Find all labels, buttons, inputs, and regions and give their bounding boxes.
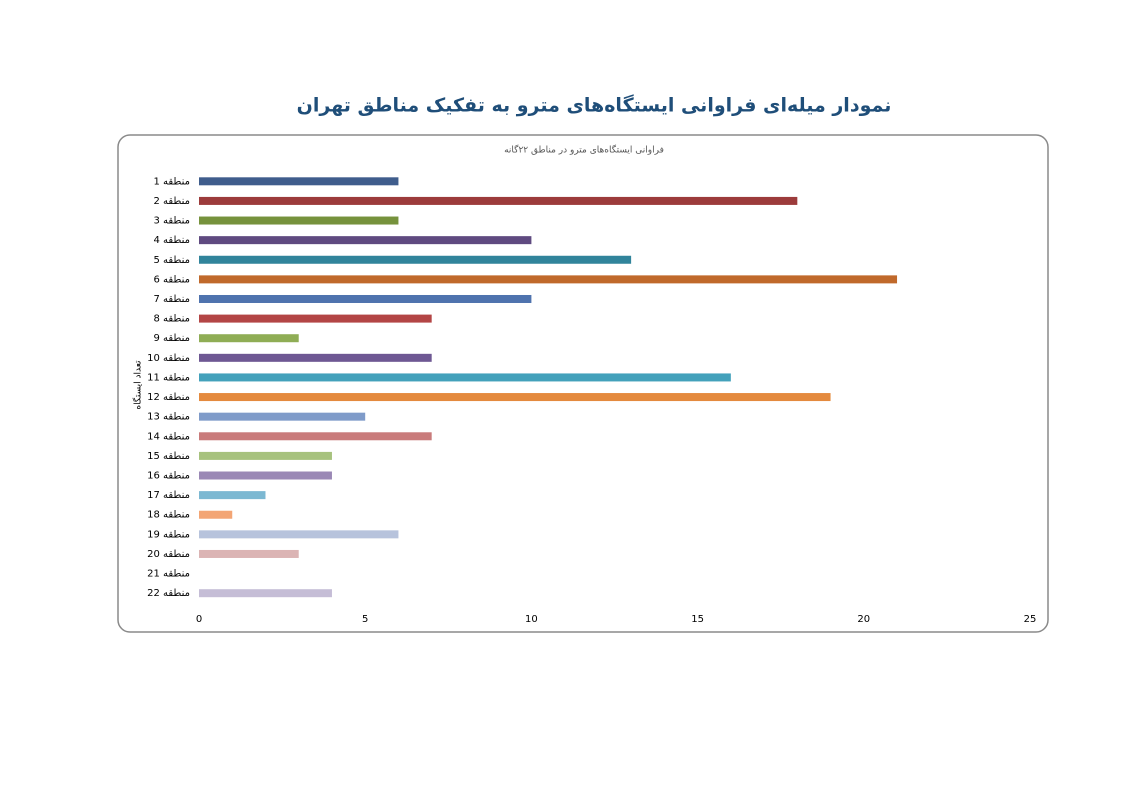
bar	[199, 510, 233, 519]
y-tick-label: منطقه 10	[147, 353, 190, 364]
y-tick-label: منطقه 8	[153, 314, 190, 325]
bar	[199, 471, 332, 480]
bar	[199, 353, 432, 362]
x-tick-label: 20	[857, 614, 870, 625]
bar	[199, 373, 731, 382]
bar	[199, 334, 299, 343]
bar	[199, 216, 399, 225]
x-tick-label: 0	[196, 614, 202, 625]
y-tick-label: منطقه 9	[153, 333, 190, 344]
y-tick-label: منطقه 15	[147, 451, 190, 462]
bar	[199, 432, 432, 441]
y-tick-label: منطقه 21	[147, 569, 190, 580]
y-tick-label: منطقه 1	[153, 176, 190, 187]
y-tick-label: منطقه 19	[147, 529, 190, 540]
y-tick-label: منطقه 11	[147, 372, 190, 383]
y-tick-label: منطقه 17	[147, 490, 190, 501]
bar	[199, 314, 432, 323]
y-tick-label: منطقه 5	[153, 255, 190, 266]
y-tick-label: منطقه 16	[147, 471, 190, 482]
chart-title: نمودار میله‌ای فراوانی ایستگاه‌های مترو …	[297, 94, 892, 117]
y-tick-label: منطقه 2	[153, 196, 190, 207]
bar	[199, 530, 399, 539]
chart-subtitle: فراوانی ایستگاه‌های مترو در مناطق ۲۲گانه	[504, 144, 664, 156]
y-tick-label: منطقه 6	[153, 274, 190, 285]
bar	[199, 196, 798, 205]
bar	[199, 294, 532, 303]
bar	[199, 236, 532, 245]
bar	[199, 451, 332, 460]
bar	[199, 589, 332, 598]
y-tick-label: منطقه 3	[153, 216, 190, 227]
y-tick-label: منطقه 22	[147, 588, 190, 599]
bar	[199, 491, 266, 500]
bar	[199, 177, 399, 186]
x-tick-label: 15	[691, 614, 704, 625]
x-tick-label: 10	[525, 614, 538, 625]
x-tick-label: 5	[362, 614, 368, 625]
y-axis-label: تعداد ایستگاه	[132, 360, 144, 410]
y-tick-label: منطقه 20	[147, 549, 190, 560]
bar	[199, 412, 366, 421]
bar	[199, 549, 299, 558]
x-tick-label: 25	[1024, 614, 1037, 625]
bar	[199, 393, 831, 402]
y-tick-label: منطقه 4	[153, 235, 190, 246]
bar	[199, 275, 898, 284]
y-tick-label: منطقه 13	[147, 412, 190, 423]
y-tick-label: منطقه 14	[147, 431, 190, 442]
bar	[199, 255, 632, 264]
y-tick-label: منطقه 18	[147, 510, 190, 521]
y-tick-label: منطقه 12	[147, 392, 190, 403]
y-tick-label: منطقه 7	[153, 294, 190, 305]
